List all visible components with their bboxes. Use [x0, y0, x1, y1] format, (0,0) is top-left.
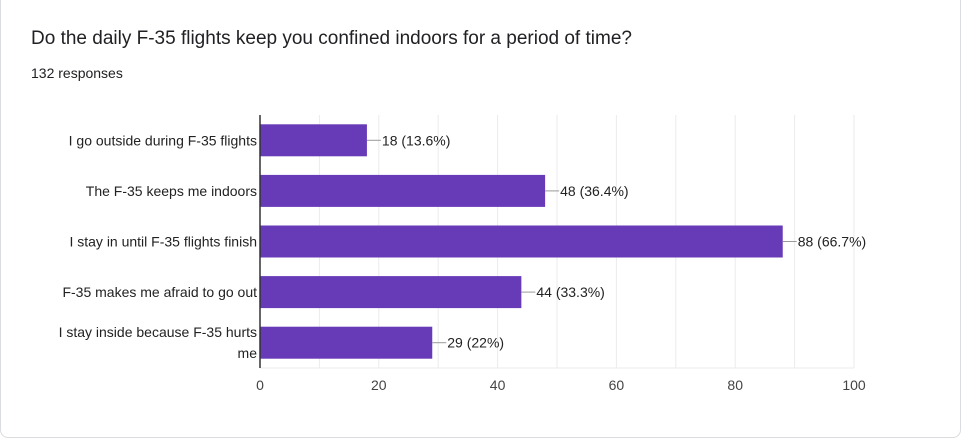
data-label: 18 (13.6%) — [382, 132, 450, 148]
category-labels: I go outside during F-35 flights The F-35… — [59, 132, 258, 361]
bar[interactable] — [260, 225, 783, 258]
category-label: I stay inside because F-35 hurts — [59, 324, 257, 340]
bar[interactable] — [260, 124, 367, 157]
category-label: me — [238, 345, 258, 361]
x-tick-label: 40 — [490, 377, 506, 393]
x-tick-label: 20 — [371, 377, 387, 393]
response-count: 132 responses — [31, 65, 123, 81]
bar[interactable] — [260, 276, 522, 309]
category-label: I stay in until F-35 flights finish — [69, 234, 257, 250]
question-title: Do the daily F-35 flights keep you confi… — [31, 28, 632, 49]
x-tick-label: 0 — [256, 377, 264, 393]
data-label: 29 (22%) — [447, 335, 504, 351]
data-labels: 18 (13.6%) 48 (36.4%) 88 (66.7%) 44 (33.3%)… — [366, 132, 866, 351]
x-tick-label: 100 — [842, 377, 866, 393]
data-label: 88 (66.7%) — [798, 234, 866, 250]
category-label: F-35 makes me afraid to go out — [62, 284, 257, 300]
bars — [260, 124, 783, 359]
category-label: The F-35 keeps me indoors — [86, 183, 257, 199]
x-tick-label: 80 — [727, 377, 743, 393]
data-label: 44 (33.3%) — [536, 284, 604, 300]
bar[interactable] — [260, 174, 546, 207]
data-label: 48 (36.4%) — [560, 183, 628, 199]
bar[interactable] — [260, 326, 433, 359]
x-tick-label: 60 — [609, 377, 625, 393]
category-label: I go outside during F-35 flights — [69, 132, 257, 148]
x-tick-labels: 0 20 40 60 80 100 — [256, 377, 866, 393]
